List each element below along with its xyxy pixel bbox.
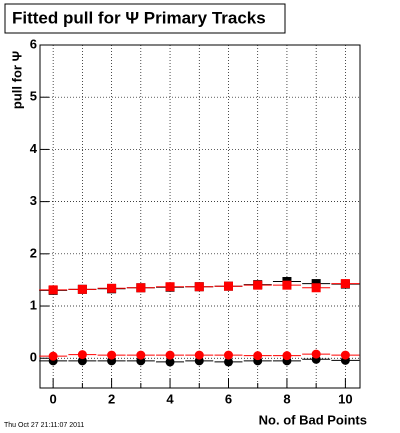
y-tick-label: 6 bbox=[30, 36, 37, 51]
marker bbox=[282, 351, 292, 361]
marker bbox=[136, 283, 146, 293]
timestamp: Thu Oct 27 21:11:07 2011 bbox=[4, 422, 84, 429]
marker bbox=[165, 357, 175, 367]
marker bbox=[165, 350, 175, 360]
chart-title: Fitted pull for Ψ Primary Tracks bbox=[12, 8, 266, 27]
marker bbox=[48, 351, 58, 361]
y-tick-label: 0 bbox=[30, 350, 37, 365]
marker bbox=[77, 350, 87, 360]
y-tick-label: 1 bbox=[30, 297, 37, 312]
marker bbox=[223, 357, 233, 367]
marker bbox=[77, 356, 87, 366]
x-tick-label: 0 bbox=[50, 391, 57, 406]
marker bbox=[253, 351, 263, 361]
marker bbox=[136, 350, 146, 360]
marker bbox=[311, 349, 321, 359]
marker bbox=[107, 283, 117, 293]
y-tick-label: 5 bbox=[30, 89, 37, 104]
marker bbox=[223, 350, 233, 360]
marker bbox=[48, 285, 58, 295]
x-tick-label: 4 bbox=[166, 391, 174, 406]
marker bbox=[340, 350, 350, 360]
marker bbox=[165, 282, 175, 292]
marker bbox=[107, 350, 117, 360]
marker bbox=[282, 280, 292, 290]
marker bbox=[223, 281, 233, 291]
title-box bbox=[4, 3, 286, 34]
marker bbox=[253, 280, 263, 290]
marker bbox=[311, 283, 321, 293]
x-tick-label: 6 bbox=[225, 391, 232, 406]
x-tick-label: 10 bbox=[338, 391, 352, 406]
marker bbox=[194, 350, 204, 360]
x-axis-label: No. of Bad Points bbox=[259, 412, 367, 427]
y-axis-label: pull for Ψ bbox=[9, 51, 24, 109]
y-tick-label: 4 bbox=[30, 141, 38, 156]
marker bbox=[77, 284, 87, 294]
x-tick-label: 2 bbox=[108, 391, 115, 406]
marker bbox=[194, 282, 204, 292]
y-tick-label: 2 bbox=[30, 245, 37, 260]
y-tick-label: 3 bbox=[30, 193, 37, 208]
x-tick-label: 8 bbox=[283, 391, 290, 406]
marker bbox=[340, 279, 350, 289]
